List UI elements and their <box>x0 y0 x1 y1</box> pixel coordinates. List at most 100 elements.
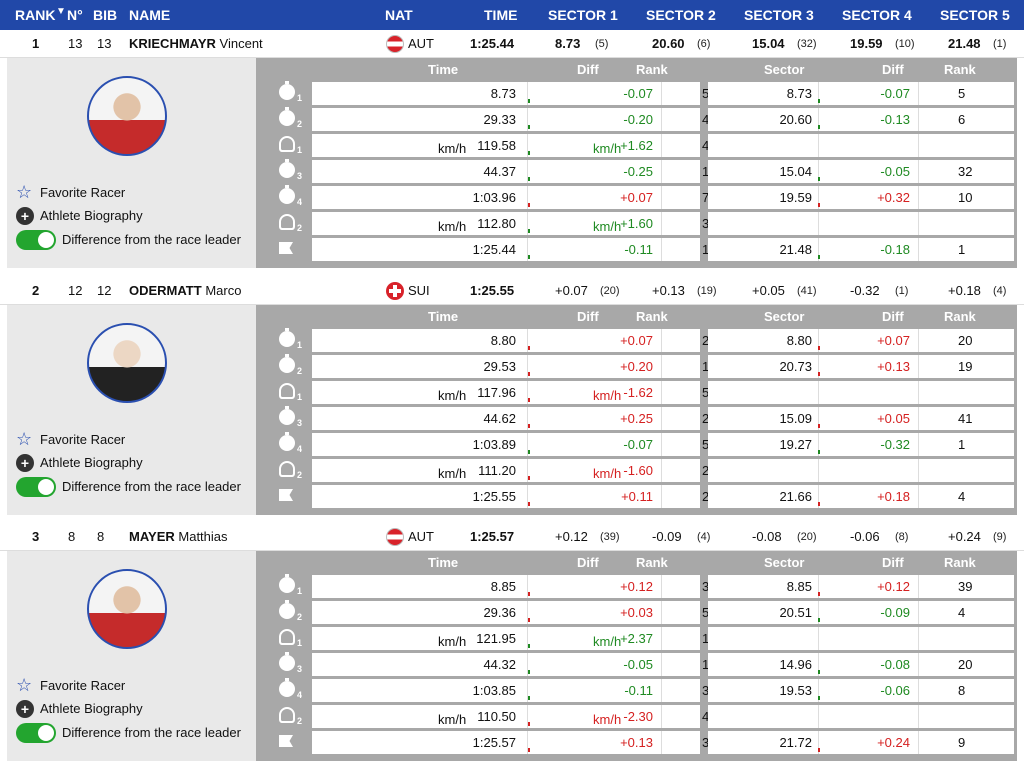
intermediate-row: 2 km/h 112.80 km/h +1.60 3 <box>256 210 1017 236</box>
star-icon[interactable]: ☆ <box>16 675 33 695</box>
col-sector-4[interactable]: SECTOR 4 <box>842 7 912 23</box>
racer-summary-row[interactable]: 3 8 8 MAYER Matthias AUT 1:25.57 +0.12 (39) -0.0… <box>0 523 1024 551</box>
plus-circle-icon[interactable]: + <box>16 454 34 472</box>
star-icon[interactable]: ☆ <box>16 429 33 449</box>
racer-name[interactable]: ODERMATT Marco <box>129 283 241 298</box>
sector-5-value: +0.18 <box>948 283 981 298</box>
sector-5-value: 21.48 <box>948 36 981 51</box>
athlete-photo[interactable] <box>87 569 167 649</box>
difference-toggle[interactable] <box>16 230 56 250</box>
favorite-racer-label[interactable]: Favorite Racer <box>40 678 126 693</box>
sector-4-rank: (8) <box>895 531 909 543</box>
col-sector-3[interactable]: SECTOR 3 <box>744 7 814 23</box>
athlete-biography-label[interactable]: Athlete Biography <box>40 208 143 223</box>
sector-3-value: +0.05 <box>752 283 785 298</box>
col-name[interactable]: NAME <box>129 7 171 23</box>
col-no[interactable]: N° <box>67 7 83 23</box>
athlete-biography-link[interactable]: + Athlete Biography <box>16 205 256 228</box>
sector-time: 20.60 <box>779 112 812 127</box>
stopwatch-icon <box>279 159 295 178</box>
col-time[interactable]: TIME <box>484 7 518 23</box>
racer-name[interactable]: MAYER Matthias <box>129 529 228 544</box>
difference-toggle[interactable] <box>16 477 56 497</box>
intermediate-times-grid: TimeDiffRankSectorDiffRank18.80+0.07208.… <box>256 305 1017 515</box>
sector-time: 14.96 <box>779 657 812 672</box>
racer-summary-row[interactable]: 2 12 12 ODERMATT Marco SUI 1:25.55 +0.07 (20) +0… <box>0 277 1024 305</box>
difference-toggle-row[interactable]: Difference from the race leader <box>16 721 256 744</box>
racer-nat: AUT <box>408 529 434 544</box>
star-icon[interactable]: ☆ <box>16 182 33 202</box>
favorite-racer-link[interactable]: ☆ Favorite Racer <box>16 429 256 452</box>
sector-cells <box>708 459 1014 482</box>
checkpoint-number: 2 <box>297 716 303 726</box>
col-sector-5[interactable]: SECTOR 5 <box>940 7 1010 23</box>
sector-3-rank: (41) <box>797 285 817 297</box>
favorite-racer-label[interactable]: Favorite Racer <box>40 185 126 200</box>
col-sector-2[interactable]: SECTOR 2 <box>646 7 716 23</box>
sector-time: 21.48 <box>779 242 812 257</box>
split-diff: -1.60 <box>623 463 653 478</box>
total-time-cells: 1:03.89 -0.07 5 <box>312 433 709 456</box>
difference-toggle[interactable] <box>16 723 56 743</box>
intermediate-row: 1 8.73 -0.07 5 8.73 -0.07 5 <box>256 80 1017 106</box>
athlete-biography-label[interactable]: Athlete Biography <box>40 455 143 470</box>
plus-circle-icon[interactable]: + <box>16 207 34 225</box>
sector-5-rank: (1) <box>993 38 1007 50</box>
sector-cells: 20.73 +0.13 19 <box>708 355 1014 378</box>
favorite-racer-link[interactable]: ☆ Favorite Racer <box>16 182 256 205</box>
checkpoint-number: 1 <box>297 638 303 648</box>
favorite-racer-label[interactable]: Favorite Racer <box>40 432 126 447</box>
sector-rank: 19 <box>958 359 973 374</box>
intermediate-row: 4 1:03.85 -0.11 3 19.53 -0.06 8 <box>256 677 1017 703</box>
athlete-photo[interactable] <box>87 76 167 156</box>
stopwatch-icon <box>279 185 295 204</box>
difference-toggle-row[interactable]: Difference from the race leader <box>16 475 256 498</box>
sector-time: 19.27 <box>779 437 812 452</box>
athlete-biography-label[interactable]: Athlete Biography <box>40 701 143 716</box>
col-bib[interactable]: BIB <box>93 7 118 23</box>
sector-rank: 20 <box>958 333 973 348</box>
speed-unit: km/h <box>438 219 467 234</box>
athlete-biography-link[interactable]: + Athlete Biography <box>16 452 256 475</box>
split-diff: +2.37 <box>620 631 653 646</box>
split-diff: -0.07 <box>623 437 653 452</box>
sector-diff: -0.08 <box>880 657 910 672</box>
split-rank: 3 <box>702 735 710 750</box>
sector-cells <box>708 381 1014 404</box>
col-rank[interactable]: RANK <box>15 7 56 23</box>
split-time: 29.33 <box>483 112 516 127</box>
split-time: 1:03.85 <box>472 683 516 698</box>
stopwatch-icon <box>279 432 295 451</box>
checkpoint-number: 1 <box>297 145 303 155</box>
checkpoint-number: 2 <box>297 612 303 622</box>
racer-summary-row[interactable]: 1 13 13 KRIECHMAYR Vincent AUT 1:25.44 8.73 (5)… <box>0 30 1024 58</box>
plus-circle-icon[interactable]: + <box>16 700 34 718</box>
favorite-racer-link[interactable]: ☆ Favorite Racer <box>16 675 256 698</box>
speed-diff-unit: km/h <box>593 634 622 649</box>
athlete-biography-link[interactable]: + Athlete Biography <box>16 698 256 721</box>
split-time: 44.37 <box>483 164 516 179</box>
col-nat[interactable]: NAT <box>385 7 413 23</box>
sector-diff: +0.07 <box>877 333 910 348</box>
sector-1-value: +0.12 <box>555 529 588 544</box>
athlete-photo[interactable] <box>87 323 167 403</box>
sector-1-value: +0.07 <box>555 283 588 298</box>
speed-diff-unit: km/h <box>593 219 622 234</box>
sector-rank: 39 <box>958 579 973 594</box>
caret-down-icon[interactable]: ▼ <box>56 6 66 17</box>
col-sector-1[interactable]: SECTOR 1 <box>548 7 618 23</box>
difference-toggle-row[interactable]: Difference from the race leader <box>16 228 256 251</box>
stopwatch-icon <box>279 81 295 100</box>
speedometer-icon <box>279 461 295 477</box>
total-time-cells: 8.73 -0.07 5 <box>312 82 709 105</box>
racer-name[interactable]: KRIECHMAYR Vincent <box>129 36 263 51</box>
sector-time: 8.73 <box>786 86 812 101</box>
grid-header: Time Diff Rank Sector Diff Rank <box>256 305 1017 327</box>
sector-diff: +0.12 <box>877 579 910 594</box>
sector-4-rank: (1) <box>895 285 909 297</box>
racer-bib: 13 <box>97 36 112 51</box>
sector-3-value: -0.08 <box>752 529 782 544</box>
